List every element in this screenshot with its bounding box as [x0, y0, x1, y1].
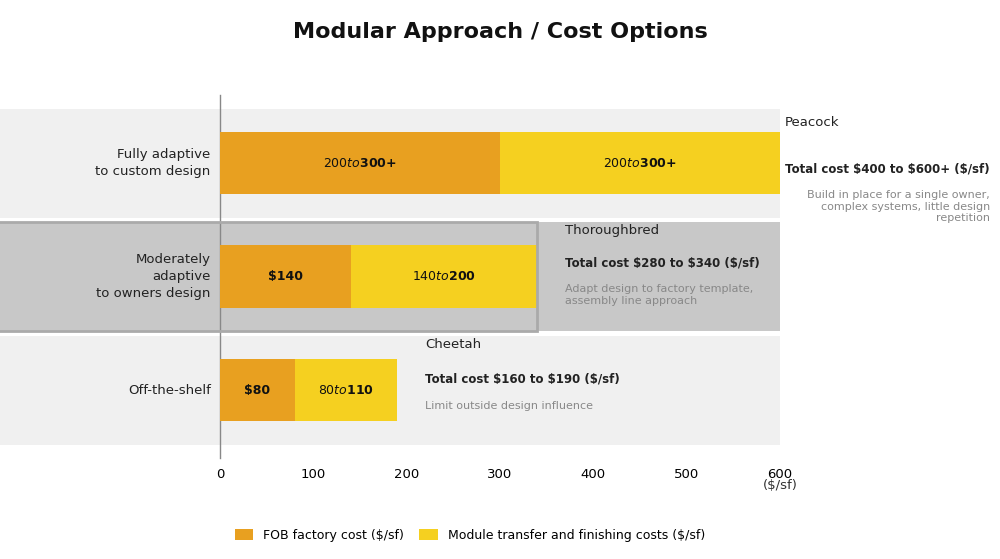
Bar — [220, 359, 295, 421]
Text: Thoroughbred: Thoroughbred — [565, 224, 659, 237]
Text: $200 to $300+: $200 to $300+ — [603, 157, 677, 170]
Text: $80 to $110: $80 to $110 — [318, 383, 374, 397]
Bar — [0, 336, 780, 445]
Legend: FOB factory cost ($/sf), Module transfer and finishing costs ($/sf): FOB factory cost ($/sf), Module transfer… — [230, 524, 710, 547]
Text: $200 to $300+: $200 to $300+ — [323, 157, 397, 170]
Bar — [0, 222, 537, 331]
Text: Off-the-shelf: Off-the-shelf — [128, 383, 211, 397]
Text: Moderately
adaptive
to owners design: Moderately adaptive to owners design — [96, 253, 211, 300]
Text: Total cost $400 to $600+ ($/sf): Total cost $400 to $600+ ($/sf) — [785, 162, 990, 175]
Text: $80: $80 — [244, 383, 270, 397]
Text: Adapt design to factory template,
assembly line approach: Adapt design to factory template, assemb… — [565, 285, 754, 306]
Bar — [0, 222, 780, 331]
Bar — [500, 132, 780, 195]
Text: Total cost $160 to $190 ($/sf): Total cost $160 to $190 ($/sf) — [425, 373, 620, 386]
Text: $140 to $200: $140 to $200 — [412, 270, 476, 283]
Text: Limit outside design influence: Limit outside design influence — [425, 401, 593, 411]
Text: ($/sf): ($/sf) — [763, 479, 797, 492]
Text: $140: $140 — [268, 270, 303, 283]
Bar — [220, 132, 500, 195]
Bar — [220, 245, 351, 308]
Text: Peacock: Peacock — [785, 116, 840, 129]
Bar — [295, 359, 397, 421]
Text: Build in place for a single owner,
complex systems, little design
repetition: Build in place for a single owner, compl… — [807, 190, 990, 223]
Text: Modular Approach / Cost Options: Modular Approach / Cost Options — [293, 22, 707, 42]
Bar — [0, 108, 780, 217]
Text: Total cost $280 to $340 ($/sf): Total cost $280 to $340 ($/sf) — [565, 257, 760, 269]
Text: Cheetah: Cheetah — [425, 338, 481, 350]
Bar — [351, 245, 537, 308]
Text: Fully adaptive
to custom design: Fully adaptive to custom design — [95, 148, 211, 178]
